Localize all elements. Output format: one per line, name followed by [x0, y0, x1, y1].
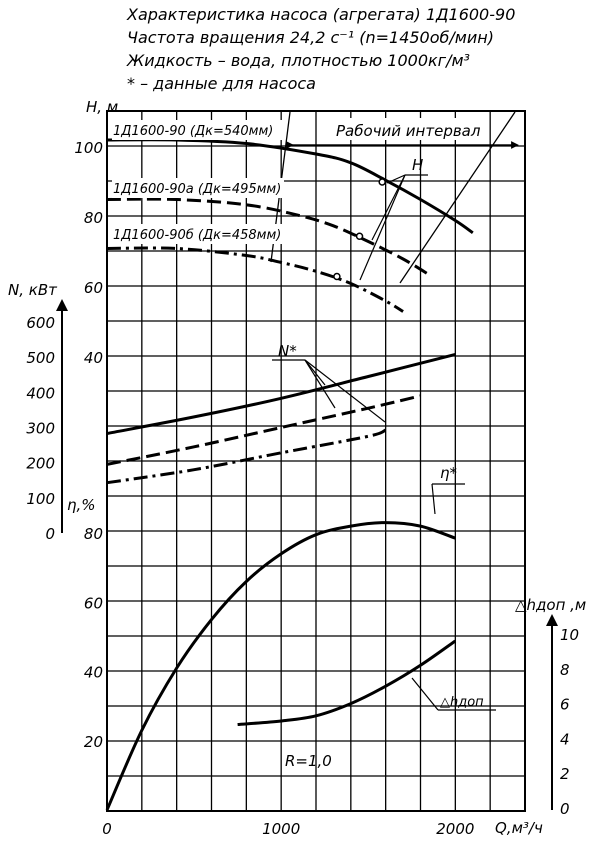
- h-axis-label: Н, м: [86, 98, 118, 116]
- plot-frame: [106, 110, 526, 812]
- eta-curve-label: η*: [440, 464, 458, 482]
- n-tick-label: 600: [26, 314, 55, 332]
- n-tick-label: 0: [45, 525, 55, 543]
- h-tick-label: 60: [84, 279, 103, 297]
- n-tick-labels: 0 100 200 300 400 500 600: [26, 314, 55, 543]
- annotation-r: R=1,0: [285, 752, 332, 770]
- working-interval: Рабочий интервал: [270, 111, 519, 284]
- h-marked-points: [333, 178, 386, 281]
- header-line-1: Характеристика насоса (агрегата) 1Д1600-…: [126, 5, 515, 24]
- eta-series-line-0: [105, 521, 456, 811]
- n-series-line-1: [106, 394, 421, 466]
- x-tick-label: 2000: [436, 820, 474, 838]
- dh-callout: △hдоп: [411, 677, 496, 711]
- series-label-90: 1Д1600-90 (Дк=540мм): [113, 124, 273, 139]
- n-curve-label: N*: [278, 342, 297, 360]
- dh-tick-label: 10: [560, 626, 579, 644]
- eta-callout: η*: [431, 464, 465, 515]
- dh-tick-label: 6: [560, 696, 570, 714]
- h-series-line-0: [106, 138, 474, 235]
- dh-axis-label: △hдоп ,м: [515, 596, 586, 614]
- h-series: [106, 138, 474, 313]
- n-callout: N*: [272, 342, 386, 423]
- n-tick-label: 500: [26, 349, 55, 367]
- header-line-3: Жидкость – вода, плотностью 1000кг/м³: [126, 51, 470, 70]
- h-marked-point: [355, 232, 364, 240]
- dh-tick-labels: 0 2 4 6 8 10: [560, 626, 579, 818]
- n-axis-label: N, кВт: [8, 281, 58, 299]
- dh-series-line-0: [237, 639, 457, 726]
- n-series-line-0: [106, 352, 456, 435]
- eta-tick-labels: 20 40 60 80: [84, 525, 103, 751]
- h-tick-label: 40: [84, 349, 103, 367]
- n-series: [106, 352, 456, 485]
- h-series-line-2: [106, 246, 404, 313]
- x-tick-labels: 0 1000 2000: [102, 820, 474, 838]
- h-callout: Н: [359, 156, 428, 281]
- dh-tick-label: 4: [560, 730, 570, 748]
- series-label-90a: 1Д1600-90а (Дк=495мм): [113, 182, 281, 197]
- h-series-line-1: [106, 197, 430, 277]
- eta-tick-label: 80: [84, 525, 103, 543]
- chart-header: Характеристика насоса (агрегата) 1Д1600-…: [126, 5, 515, 93]
- series-label-90b: 1Д1600-90б (Дк=458мм): [113, 228, 281, 243]
- eta-tick-label: 60: [84, 594, 103, 612]
- h-tick-labels: 40 60 80 100: [74, 139, 103, 367]
- dh-tick-label: 2: [560, 765, 570, 783]
- q-axis-label: Q,м³/ч: [495, 819, 543, 837]
- x-tick-label: 0: [102, 820, 112, 838]
- n-tick-label: 200: [26, 455, 55, 473]
- h-tick-label: 100: [74, 139, 103, 157]
- working-interval-label: Рабочий интервал: [336, 122, 481, 140]
- chart-grid: [107, 111, 525, 811]
- h-tick-label: 80: [84, 209, 103, 227]
- dh-tick-label: 8: [560, 661, 570, 679]
- dh-tick-label: 0: [560, 800, 570, 818]
- n-series-line-2: [106, 428, 387, 485]
- eta-series: [105, 521, 456, 811]
- x-tick-label: 1000: [262, 820, 300, 838]
- eta-axis-label: η,%: [67, 496, 96, 514]
- h-marked-point: [333, 272, 341, 281]
- dh-series: [237, 639, 457, 726]
- n-tick-label: 400: [26, 384, 55, 402]
- dh-curve-label: △hдоп: [440, 695, 484, 710]
- n-tick-label: 300: [26, 420, 55, 438]
- n-tick-label: 100: [26, 490, 55, 508]
- h-curve-label: Н: [412, 156, 423, 174]
- eta-tick-label: 20: [84, 733, 103, 751]
- header-line-2: Частота вращения 24,2 с⁻¹ (n=1450об/мин): [127, 28, 494, 47]
- header-line-4: * – данные для насоса: [127, 74, 316, 93]
- h-marked-point: [378, 178, 386, 186]
- eta-tick-label: 40: [84, 664, 103, 682]
